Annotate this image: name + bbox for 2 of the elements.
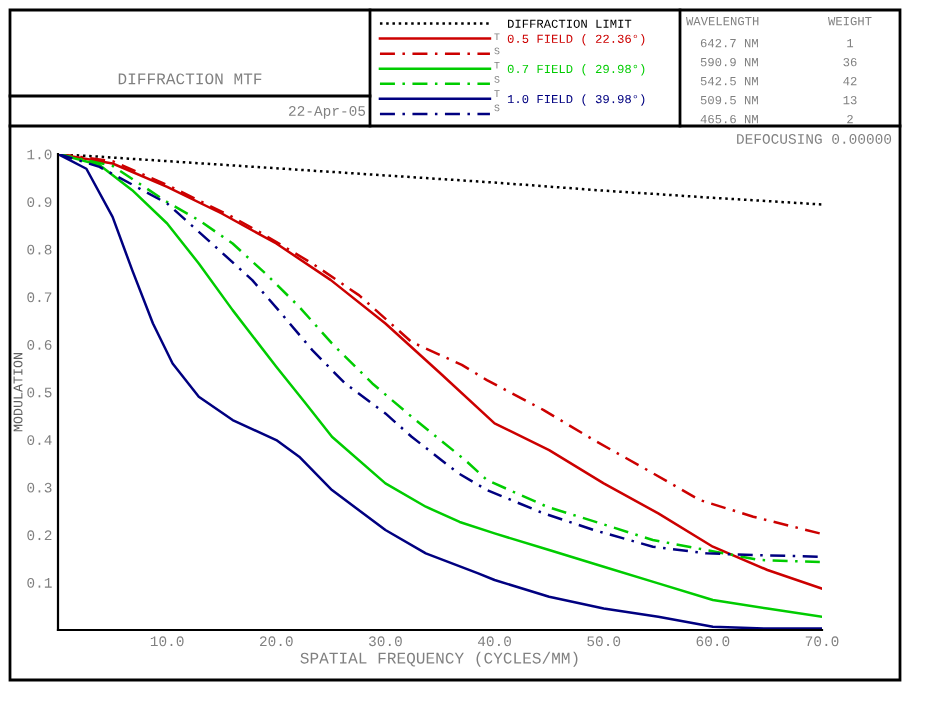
x-axis-title: SPATIAL FREQUENCY (CYCLES/MM): [300, 651, 578, 667]
chart-title: DIFFRACTION MTF: [118, 73, 262, 85]
